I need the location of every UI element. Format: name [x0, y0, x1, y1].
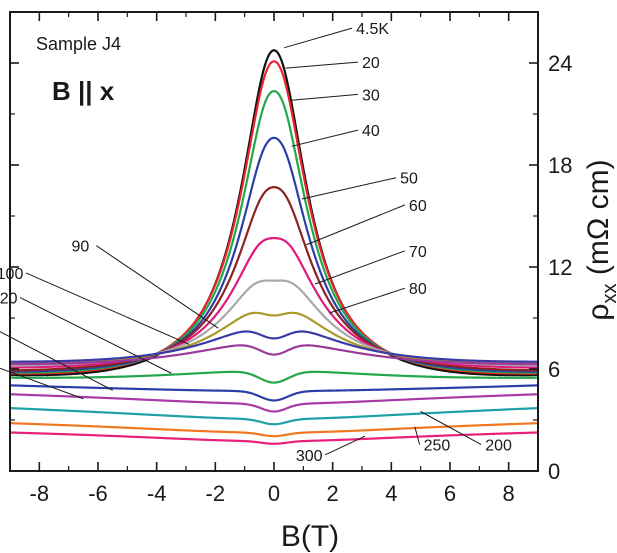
x-tick-label: 4: [385, 481, 397, 506]
series-line-140: [9, 384, 539, 402]
curve-label: 60: [409, 198, 427, 215]
curve-label: 70: [409, 244, 427, 261]
series-line-50: [9, 186, 539, 372]
y-tick-label: 24: [548, 51, 572, 76]
x-tick-label: -8: [30, 481, 50, 506]
curve-label: 80: [409, 281, 427, 298]
x-tick-label: -4: [147, 481, 167, 506]
curve-label-leader: [414, 426, 421, 445]
curve-label: 200: [485, 438, 512, 455]
series-line-120: [9, 370, 539, 384]
y-tick-label: 0: [548, 459, 560, 484]
field-direction-label: B || x: [52, 76, 115, 106]
curves-layer: [9, 49, 539, 445]
curve-label: 40: [362, 123, 380, 140]
y-axis-ticks: [10, 62, 538, 472]
x-tick-labels: -8 -6 -4 -2 0 2 4 6 8: [30, 481, 515, 506]
curve-label-leader: [284, 27, 353, 49]
curve-label-leader: [0, 367, 84, 400]
series-line-90: [10, 330, 538, 363]
series-line-60: [9, 237, 539, 369]
curve-label: 90: [72, 239, 90, 256]
curve-label-leader: [25, 272, 190, 345]
x-tick-label: -6: [88, 481, 108, 506]
x-axis-title: B(T): [281, 520, 339, 553]
curve-label-leader: [329, 287, 406, 314]
series-line-160: [9, 393, 539, 413]
curve-label-leader: [96, 245, 219, 329]
series-line-45k: [9, 49, 539, 377]
x-tick-label: 2: [327, 481, 339, 506]
series-line-40: [9, 136, 539, 373]
curve-label-leader: [420, 411, 482, 446]
y-tick-labels: 0 6 12 18 24: [548, 51, 572, 484]
curve-label-leader: [314, 250, 406, 285]
series-line-100: [9, 344, 539, 366]
curve-label-leader: [306, 204, 406, 246]
curve-label-leader: [301, 177, 397, 200]
curve-label-leader: [0, 331, 113, 391]
series-line-30: [10, 89, 538, 374]
curve-label-leaders: [0, 27, 482, 456]
sample-label: Sample J4: [36, 34, 121, 54]
y-axis-title: ρxx (mΩ cm): [582, 159, 617, 320]
x-tick-label: 8: [503, 481, 515, 506]
series-line-200: [9, 407, 539, 426]
y-tick-label: 18: [548, 153, 572, 178]
curve-label: 120: [0, 291, 18, 308]
curve-label-leader: [324, 435, 366, 456]
y-axis-title-symbol: ρ: [582, 303, 615, 320]
x-tick-label: 6: [444, 481, 456, 506]
x-axis-ticks: [9, 12, 539, 471]
curve-label-leader: [291, 129, 359, 147]
curve-labels: 4.5K203040506070809010012014016020025030…: [0, 21, 512, 465]
curve-label-leader: [285, 61, 359, 69]
y-tick-label: 6: [548, 357, 560, 382]
x-tick-label: -2: [206, 481, 226, 506]
curve-label-leader: [19, 297, 172, 374]
curve-label: 50: [400, 171, 418, 188]
y-tick-label: 12: [548, 255, 572, 280]
y-axis-title-units: (mΩ cm): [582, 159, 615, 283]
series-line-300: [9, 431, 539, 445]
curve-label: 300: [296, 448, 323, 465]
curve-label: 4.5K: [356, 21, 389, 38]
y-axis-title-subscript: xx: [599, 283, 617, 303]
curve-label: 20: [362, 55, 380, 72]
curve-label: 250: [424, 438, 451, 455]
series-line-250: [9, 422, 539, 438]
x-tick-label: 0: [268, 481, 280, 506]
curve-label-leader: [290, 93, 359, 101]
curve-label: 100: [0, 266, 23, 283]
curve-label: 30: [362, 87, 380, 104]
